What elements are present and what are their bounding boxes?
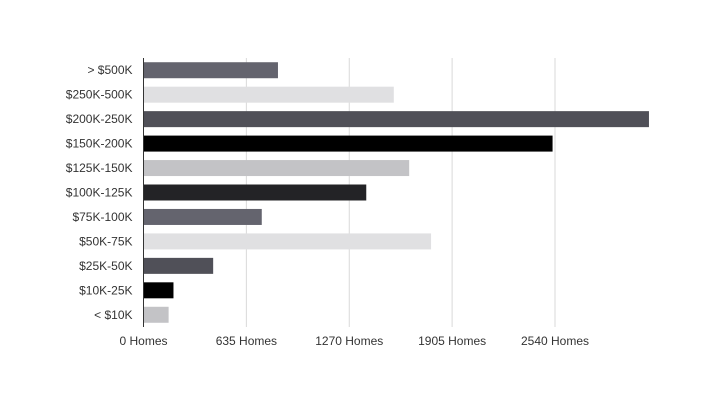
bar-1 bbox=[143, 86, 394, 103]
category-label-3: $150K-200K bbox=[66, 137, 133, 151]
category-label-5: $100K-125K bbox=[66, 186, 133, 200]
bar-9 bbox=[143, 282, 174, 299]
bar-6 bbox=[143, 208, 262, 225]
category-label-4: $125K-150K bbox=[66, 161, 133, 175]
x-tick-label-3: 1905 Homes bbox=[418, 334, 486, 348]
bars bbox=[143, 62, 649, 323]
category-label-1: $250K-500K bbox=[66, 88, 133, 102]
x-tick-label-4: 2540 Homes bbox=[521, 334, 589, 348]
category-label-0: > $500K bbox=[87, 63, 132, 77]
x-tick-labels: 0 Homes 635 Homes 1270 Homes 1905 Homes 2540… bbox=[119, 334, 589, 348]
x-tick-label-1: 635 Homes bbox=[216, 334, 277, 348]
x-tick-label-2: 1270 Homes bbox=[315, 334, 383, 348]
x-tick-label-0: 0 Homes bbox=[119, 334, 167, 348]
bar-2 bbox=[143, 111, 649, 128]
bar-5 bbox=[143, 184, 367, 201]
category-label-7: $50K-75K bbox=[79, 234, 132, 248]
bar-8 bbox=[143, 257, 214, 274]
bar-0 bbox=[143, 62, 278, 79]
category-label-10: < $10K bbox=[94, 308, 132, 322]
bar-4 bbox=[143, 160, 410, 177]
category-label-2: $200K-250K bbox=[66, 112, 133, 126]
category-label-6: $75K-100K bbox=[72, 210, 132, 224]
category-labels: > $500K $250K-500K $200K-250K $150K-200K $12… bbox=[66, 63, 133, 322]
category-label-9: $10K-25K bbox=[79, 283, 132, 297]
bar-7 bbox=[143, 233, 432, 250]
bar-10 bbox=[143, 306, 169, 323]
bar-3 bbox=[143, 135, 553, 152]
category-label-8: $25K-50K bbox=[79, 259, 132, 273]
